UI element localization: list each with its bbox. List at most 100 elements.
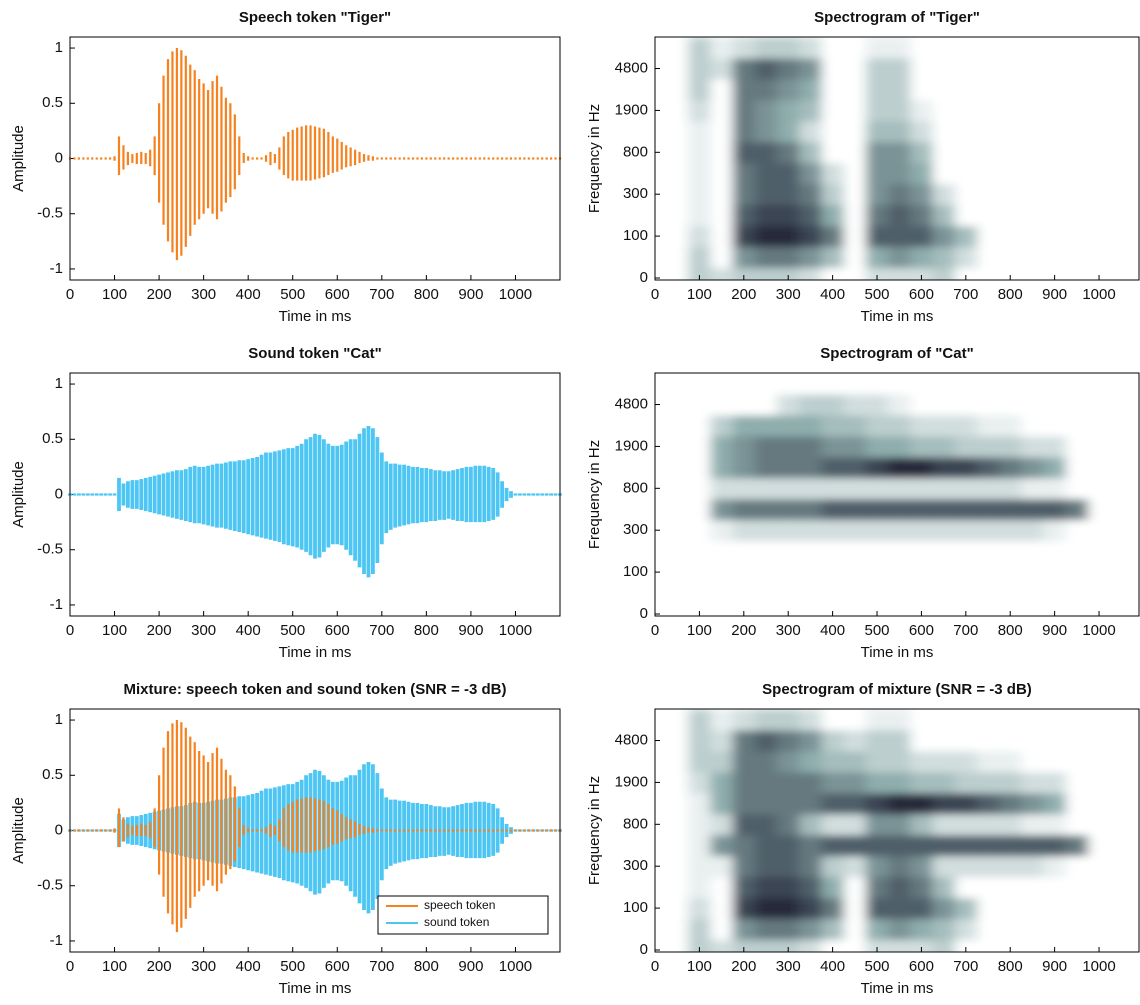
spectrogram-cell xyxy=(777,540,800,563)
spectrogram-cell xyxy=(655,561,667,584)
spectrogram-cell xyxy=(932,120,956,143)
spectrogram-cell xyxy=(999,246,1022,269)
spectrogram-cell xyxy=(655,394,667,416)
spectrogram-cell xyxy=(1043,498,1067,521)
spectrogram-cell xyxy=(1110,456,1133,479)
spectrogram-cell xyxy=(910,267,934,280)
spectrogram-cell xyxy=(666,58,689,80)
spectrogram-cell xyxy=(932,225,956,248)
spectrogram-cell xyxy=(843,897,867,920)
y-tick-label: -1 xyxy=(50,932,63,949)
spectrogram-cell xyxy=(999,771,1022,794)
spectrogram-cell xyxy=(999,540,1022,563)
y-tick-label: 1 xyxy=(55,711,63,728)
spectrogram-cell xyxy=(888,519,911,542)
spectrogram-cell xyxy=(865,225,889,248)
spectrogram-cell xyxy=(1043,435,1067,458)
spectrogram-cell xyxy=(1087,99,1111,122)
spectrogram-cell xyxy=(843,561,867,584)
spectrogram-cell xyxy=(910,183,934,206)
spectrogram-cell xyxy=(1087,394,1111,416)
spectrogram-cell xyxy=(777,99,800,122)
spectrogram-cells xyxy=(655,709,1133,952)
spectrogram-cell xyxy=(688,771,712,794)
spectrogram-cell xyxy=(1021,709,1045,731)
spectrogram-cell xyxy=(666,246,689,269)
spectrogram-cell xyxy=(655,141,667,164)
spectrogram-cell xyxy=(1065,792,1089,815)
x-tick-label: 900 xyxy=(458,622,483,639)
spectrogram-cell xyxy=(732,582,756,605)
spectrogram-cell xyxy=(976,603,1000,616)
spectrogram-cell xyxy=(754,373,778,395)
spectrogram-cell xyxy=(954,834,978,857)
x-tick-label: 1000 xyxy=(1082,958,1115,975)
spectrogram-cell xyxy=(754,582,778,605)
spectrogram-cell xyxy=(821,456,845,479)
spectrogram-cell xyxy=(1065,99,1089,122)
spectrogram-cell xyxy=(888,498,911,521)
spectrogram-cells xyxy=(655,373,1133,616)
spectrogram-cell xyxy=(954,141,978,164)
x-tick-label: 500 xyxy=(280,286,305,303)
spectrogram-cell xyxy=(655,204,667,227)
spectrogram-cell xyxy=(954,246,978,269)
spectrogram-cell xyxy=(799,477,823,500)
spectrogram-cell xyxy=(910,37,934,59)
spectrogram-cell xyxy=(999,939,1022,952)
spectrogram-cell xyxy=(666,918,689,941)
spectrogram-cell xyxy=(932,162,956,185)
spectrogram-cell xyxy=(710,373,734,395)
spectrogram-cell xyxy=(932,709,956,731)
spectrogram-cell xyxy=(799,204,823,227)
y-tick-label: 0 xyxy=(640,941,648,958)
spectrogram-cell xyxy=(754,897,778,920)
spectrogram-cell xyxy=(843,99,867,122)
spectrogram-cell xyxy=(821,939,845,952)
y-axis-label: Amplitude xyxy=(10,461,27,528)
spectrogram-cell xyxy=(954,498,978,521)
spectrogram-cell xyxy=(888,414,911,437)
spectrogram-cell xyxy=(777,246,800,269)
spectrogram-cell xyxy=(754,204,778,227)
y-tick-label: 1 xyxy=(55,375,63,392)
spectrogram-cell xyxy=(843,834,867,857)
spectrogram-cell xyxy=(843,435,867,458)
spectrogram-cell xyxy=(1087,37,1111,59)
spectrogram-cell xyxy=(910,561,934,584)
spectrogram-cell xyxy=(688,435,712,458)
spectrogram-cell xyxy=(1110,477,1133,500)
spectrogram-cell xyxy=(888,456,911,479)
spectrogram-cell xyxy=(799,834,823,857)
spectrogram-cell xyxy=(821,246,845,269)
spectrogram-cell xyxy=(910,855,934,878)
spectrogram-cell xyxy=(688,414,712,437)
spectrogram-cell xyxy=(1110,498,1133,521)
spectrogram-cell xyxy=(666,855,689,878)
spectrogram-cell xyxy=(799,918,823,941)
spectrogram-cell xyxy=(1087,58,1111,80)
spectrogram-cell xyxy=(799,876,823,899)
x-tick-label: 1000 xyxy=(499,622,532,639)
spectrogram-cell xyxy=(666,792,689,815)
spectrogram-cell xyxy=(954,58,978,80)
spectrogram-cell xyxy=(1110,603,1133,616)
x-tick-label: 200 xyxy=(147,622,172,639)
spectrogram-cell xyxy=(976,183,1000,206)
spectrogram-cell xyxy=(777,792,800,815)
spectrogram-cell xyxy=(1065,267,1089,280)
spectrogram-cell xyxy=(888,918,911,941)
waveform-series xyxy=(68,48,562,261)
spectrogram-cell xyxy=(777,225,800,248)
y-tick-label: -0.5 xyxy=(37,541,63,558)
spectrogram-cell xyxy=(976,834,1000,857)
spectrogram-cell xyxy=(732,37,756,59)
spectrogram-cell xyxy=(688,394,712,416)
spectrogram-cell xyxy=(1021,477,1045,500)
spectrogram-cell xyxy=(688,939,712,952)
spectrogram-cell xyxy=(1110,78,1133,101)
spectrogram-cell xyxy=(666,477,689,500)
spectrogram-cell xyxy=(843,394,867,416)
x-tick-label: 400 xyxy=(236,958,261,975)
spectrogram-cell xyxy=(655,246,667,269)
